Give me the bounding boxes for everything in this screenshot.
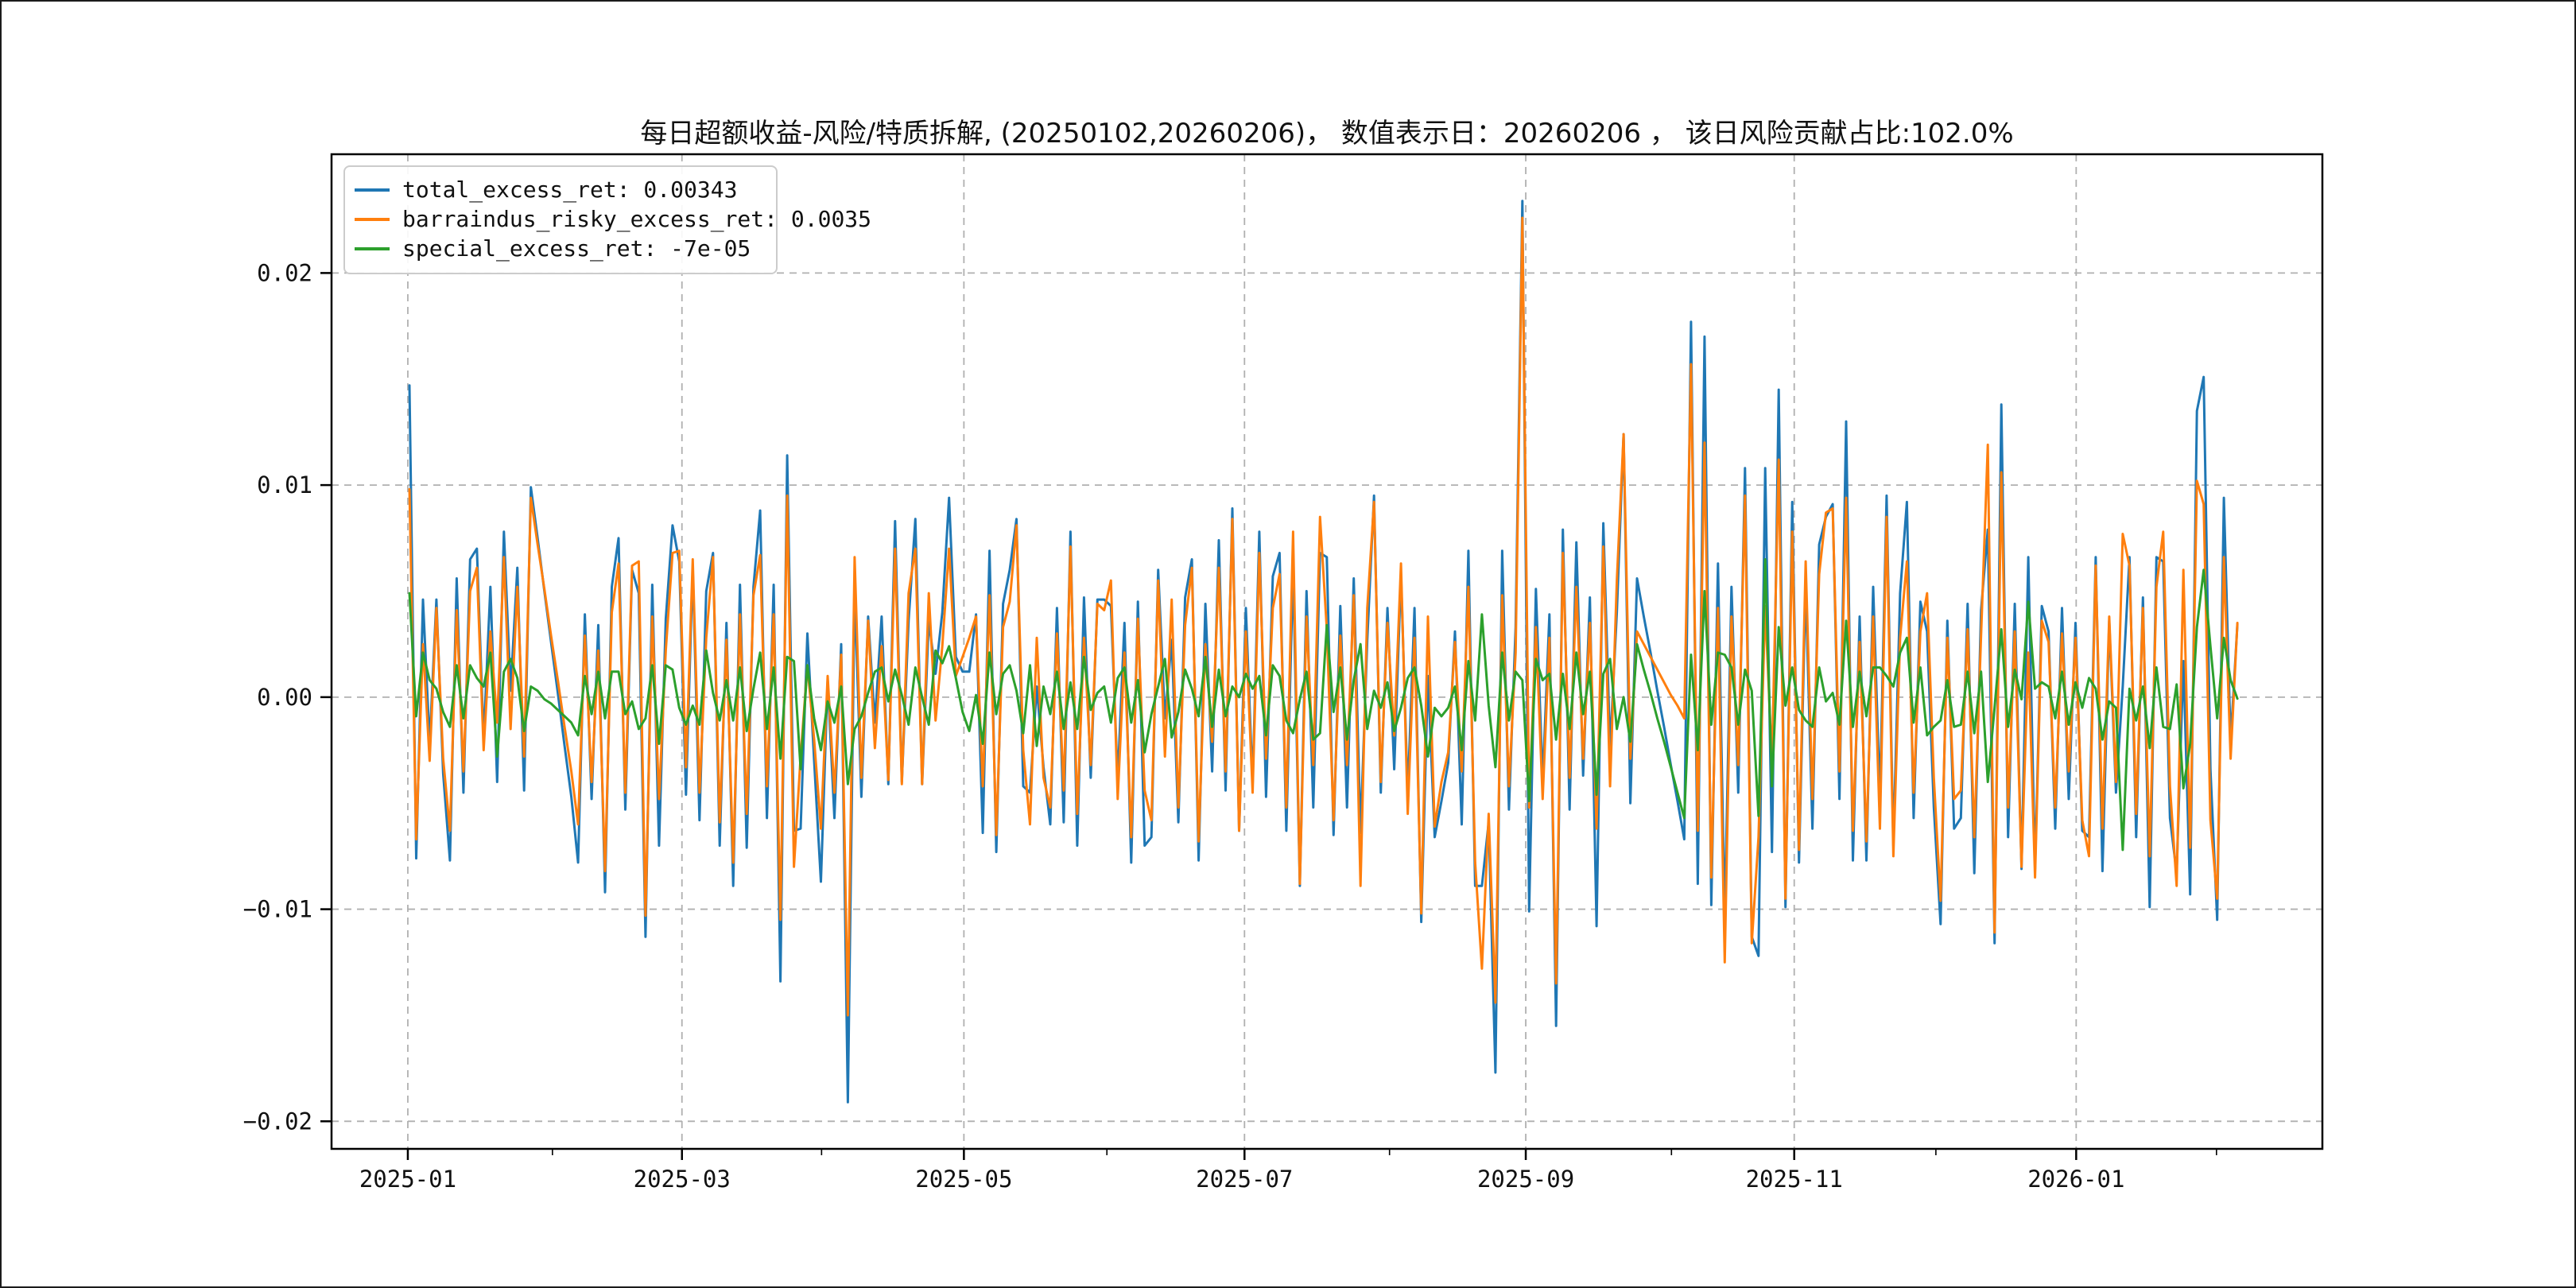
x-tick-label: 2025-05 <box>915 1166 1012 1193</box>
y-tick-label: 0.01 <box>257 471 312 499</box>
x-tick-label: 2025-07 <box>1196 1166 1293 1193</box>
axes-frame <box>330 153 2324 1150</box>
chart-title: 每日超额收益-风险/特质拆解, (20250102,20260206)， 数值表… <box>640 118 2014 149</box>
x-tick-label: 2025-03 <box>634 1166 731 1193</box>
series-line-special_excess_ret <box>408 558 2239 852</box>
legend-label-barraindus-risky: barraindus_risky_excess_ret: 0.0035 <box>402 206 872 232</box>
legend-swatch-special <box>355 246 390 250</box>
series-line-total_excess_ret <box>408 200 2239 1104</box>
legend-item-barraindus-risky: barraindus_risky_excess_ret: 0.0035 <box>355 204 871 234</box>
y-tick-label: −0.02 <box>243 1108 312 1135</box>
y-tick-label: −0.01 <box>243 896 312 923</box>
series-line-barraindus_risky_excess_ret <box>408 216 2239 1017</box>
y-tick-label: 0.00 <box>257 684 312 711</box>
x-tick-label: 2025-01 <box>359 1166 456 1193</box>
legend-label-special: special_excess_ret: -7e-05 <box>402 235 751 262</box>
legend-swatch-total <box>355 188 390 192</box>
legend-item-total: total_excess_ret: 0.00343 <box>355 175 765 204</box>
x-tick-label: 2025-11 <box>1746 1166 1843 1193</box>
x-tick-label: 2025-09 <box>1477 1166 1574 1193</box>
legend-swatch-barraindus-risky <box>355 217 390 221</box>
legend-item-special: special_excess_ret: -7e-05 <box>355 234 765 263</box>
legend-label-total: total_excess_ret: 0.00343 <box>402 177 738 203</box>
x-tick-label: 2026-01 <box>2027 1166 2124 1193</box>
y-tick-label: 0.02 <box>257 259 312 286</box>
legend: total_excess_ret: 0.00343 barraindus_ris… <box>343 165 871 274</box>
